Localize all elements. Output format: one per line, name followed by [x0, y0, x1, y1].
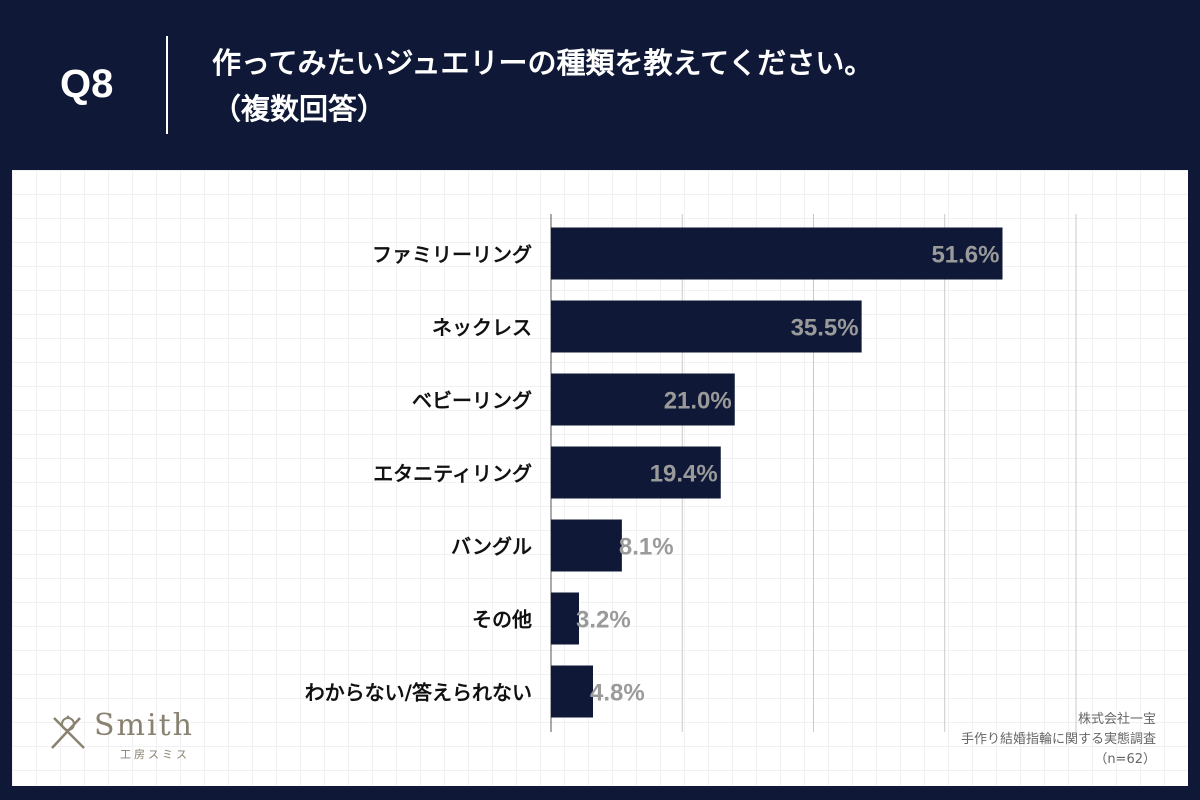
value-label: 51.6% [931, 242, 999, 269]
source-company: 株式会社一宝 [1077, 712, 1156, 727]
logo-subtitle: 工房スミス [120, 748, 190, 761]
value-label: 21.0% [664, 388, 732, 415]
bar [551, 227, 1003, 280]
value-label: 4.8% [590, 680, 645, 707]
question-number: Q8 [60, 62, 114, 106]
header-bar: Q8 作ってみたいジュエリーの種類を教えてください。 （複数回答） [0, 0, 1200, 168]
smith-logo: Smith 工房スミス [48, 708, 228, 768]
bar [551, 373, 735, 426]
bar [551, 519, 622, 572]
bar [551, 592, 579, 645]
bar [551, 446, 721, 499]
value-label: 3.2% [576, 607, 631, 634]
question-title-line1: 作ってみたいジュエリーの種類を教えてください。 [212, 46, 874, 80]
source-sample: （n=62） [1094, 752, 1156, 767]
category-label: バングル [451, 535, 532, 559]
category-label: ベビーリング [412, 389, 532, 413]
value-label: 19.4% [650, 461, 718, 488]
bar [551, 665, 593, 718]
source-note: 株式会社一宝 手作り結婚指輪に関する実態調査 （n=62） [961, 710, 1156, 770]
question-title-line2: （複数回答） [212, 92, 387, 126]
category-label: その他 [472, 608, 532, 632]
category-label: エタニティリング [373, 462, 532, 486]
chart-panel: ファミリーリング 51.6% ネックレス 35.5% ベビーリング 21.0% エタニティリ… [12, 170, 1188, 786]
bar [551, 300, 862, 353]
value-label: 35.5% [791, 315, 859, 342]
bar-chart: ファミリーリング 51.6% ネックレス 35.5% ベビーリング 21.0% エタニティリ… [305, 214, 1077, 732]
header-divider [166, 36, 168, 134]
source-survey: 手作り結婚指輪に関する実態調査 [960, 732, 1156, 747]
question-title: 作ってみたいジュエリーの種類を教えてください。 （複数回答） [212, 40, 873, 132]
value-label: 8.1% [619, 534, 674, 561]
category-label: ファミリーリング [372, 243, 532, 267]
category-label: ネックレス [432, 316, 532, 340]
logo-wordmark: Smith [94, 708, 194, 743]
category-label: わからない/答えられない [305, 681, 532, 705]
crossed-tools-icon [51, 715, 85, 749]
